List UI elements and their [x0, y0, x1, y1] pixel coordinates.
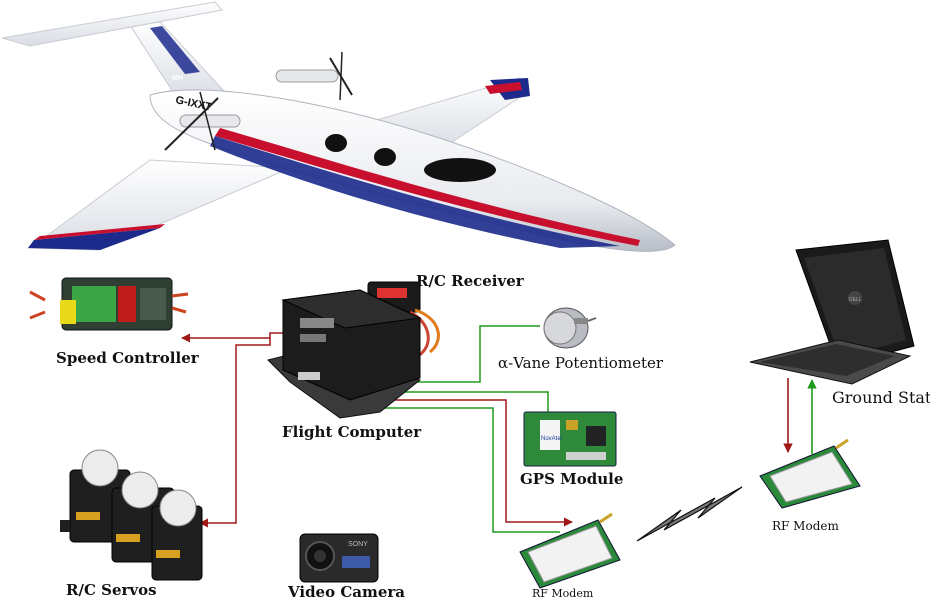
rf-modem-icon [759, 438, 861, 509]
connection-lines [181, 325, 817, 533]
camera-brand: SONY [348, 541, 368, 548]
laptop-brand: DELL [849, 297, 862, 303]
rf-modem-ground-label: RF Modem [772, 519, 839, 533]
rf-modem-icon [519, 512, 621, 589]
ground-station-label: Ground Station [832, 388, 930, 407]
video-camera-label: Video Camera [287, 583, 405, 598]
wireless-link-icon [636, 486, 743, 542]
potentiometer-icon [543, 307, 597, 349]
rf-modem-air-label: RF Modem [532, 587, 594, 598]
flight-computer-label: Flight Computer [282, 423, 422, 441]
gps-module-label: GPS Module [520, 470, 623, 488]
servo-icon [60, 449, 203, 581]
alpha-vane-label: α-Vane Potentiometer [498, 354, 664, 372]
aircraft-icon: MH G-IXXT [1, 1, 676, 252]
laptop-icon: DELL [749, 239, 915, 385]
speed-controller-icon [29, 277, 189, 331]
rc-servos-label: R/C Servos [66, 581, 157, 598]
rc-receiver-label: R/C Receiver [416, 272, 525, 290]
speed-controller-label: Speed Controller [56, 349, 200, 367]
gps-module-icon: NovAtel [523, 411, 617, 467]
camera-icon: SONY [299, 533, 379, 583]
gps-brand: NovAtel [541, 436, 562, 442]
flight-computer-icon [267, 289, 422, 419]
fin-marking: MH [172, 75, 183, 82]
